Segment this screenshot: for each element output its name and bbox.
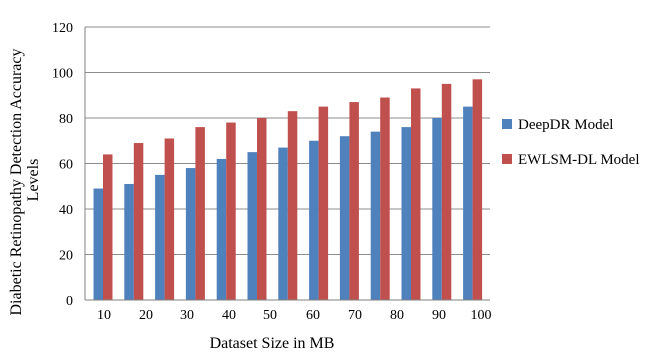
y-axis-title: Diabetic Retinopathy Detection Accuracy …	[8, 44, 42, 315]
bar-ewlsm	[133, 143, 144, 300]
x-tick-label: 50	[263, 308, 277, 323]
bar-deepdr	[247, 152, 257, 300]
legend-label-ewlsm: EWLSM-DL Model	[518, 152, 640, 168]
bar-ewlsm	[349, 102, 359, 300]
x-tick-label: 60	[306, 308, 320, 323]
y-axis-tick-labels: 0 20 40 60 80 100 120	[52, 21, 73, 309]
bar-ewlsm	[441, 83, 452, 300]
legend-swatch-deepdr	[502, 119, 512, 129]
x-axis-tick-labels: 10 20 30 40 50 60 70 80 90 100	[97, 308, 492, 323]
y-tick-label: 60	[59, 158, 73, 173]
x-axis-title: Dataset Size in MB	[210, 335, 335, 352]
y-tick-label: 120	[52, 21, 73, 36]
bar-deepdr	[401, 127, 411, 300]
bar-deepdr	[124, 183, 134, 300]
bar-deepdr	[339, 136, 350, 300]
bar-ewlsm	[164, 138, 175, 300]
x-tick-label: 20	[139, 308, 153, 323]
bar-ewlsm	[411, 88, 421, 300]
y-tick-label: 20	[59, 249, 73, 264]
bar-ewlsm	[380, 97, 390, 301]
bar-deepdr	[155, 174, 165, 300]
legend-swatch-ewlsm	[502, 154, 512, 164]
x-tick-label: 40	[222, 308, 236, 323]
y-tick-label: 40	[59, 203, 73, 218]
bar-ewlsm	[226, 122, 236, 300]
bar-deepdr	[278, 147, 288, 300]
x-tick-label: 30	[180, 308, 194, 323]
bar-ewlsm	[318, 106, 329, 300]
bar-ewlsm	[257, 118, 267, 300]
x-tick-label: 10	[97, 308, 111, 323]
legend-label-deepdr: DeepDR Model	[518, 117, 613, 133]
bar-deepdr	[216, 158, 227, 300]
x-tick-label: 100	[471, 308, 492, 323]
y-axis-title-line-2: Levels	[25, 159, 42, 202]
bar-ewlsm	[472, 79, 483, 300]
bar-ewlsm	[103, 154, 113, 300]
y-tick-label: 0	[66, 294, 73, 309]
y-tick-label: 80	[59, 112, 73, 127]
x-tick-label: 70	[348, 308, 362, 323]
bar-deepdr	[93, 188, 103, 300]
bar-ewlsm	[287, 111, 298, 300]
x-tick-label: 80	[390, 308, 404, 323]
bar-deepdr	[370, 131, 381, 300]
bar-deepdr	[309, 140, 319, 300]
bar-deepdr	[432, 118, 442, 300]
bars	[93, 79, 483, 301]
y-tick-label: 100	[52, 67, 73, 82]
y-axis-title-line-1: Diabetic Retinopathy Detection Accuracy	[8, 48, 25, 315]
legend: DeepDR Model EWLSM-DL Model	[502, 117, 640, 168]
x-tick-label: 90	[432, 308, 446, 323]
bar-deepdr	[463, 106, 473, 300]
bar-deepdr	[185, 168, 196, 300]
bar-ewlsm	[195, 127, 205, 300]
